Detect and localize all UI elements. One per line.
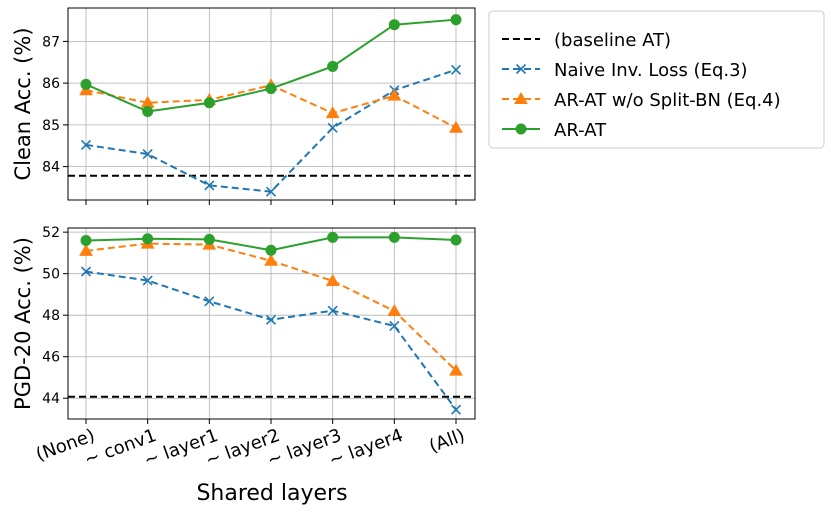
legend-label: (baseline AT) [554, 30, 671, 51]
data-point [203, 97, 215, 109]
y-axis-label: Clean Acc. (%) [11, 27, 35, 180]
data-point [327, 60, 339, 72]
data-point [203, 233, 215, 245]
legend-marker [514, 91, 528, 104]
legend: (baseline AT) Naive Inv. Loss (Eq.3) AR-AT… [488, 10, 825, 149]
data-point [327, 231, 339, 243]
data-point [387, 304, 402, 317]
y-axis-label: PGD-20 Acc. (%) [11, 237, 35, 410]
y-tick-label: 86 [42, 76, 60, 92]
data-point [80, 266, 92, 277]
data-point [325, 273, 340, 286]
data-point [389, 320, 400, 332]
data-point [80, 234, 92, 246]
y-tick-label: 84 [42, 160, 60, 176]
data-point [204, 296, 215, 307]
data-point [265, 244, 277, 256]
pgd20-accuracy-panel: 44 46 48 50 52 PGD-20 Acc. (%) [11, 225, 476, 424]
legend-marker [515, 123, 527, 135]
y-tick-label: 50 [42, 267, 60, 283]
y-tick-label: 52 [42, 225, 60, 241]
legend-label: AR-AT [554, 120, 607, 141]
data-point [264, 253, 278, 266]
data-point [449, 120, 463, 133]
data-point [327, 305, 338, 316]
y-tick-label: 85 [42, 118, 60, 134]
legend-marker [515, 63, 527, 75]
y-tick-label: 46 [42, 350, 60, 366]
data-point [142, 233, 154, 245]
data-point [142, 106, 154, 118]
data-point [79, 243, 93, 256]
clean-accuracy-panel: 84 85 86 87 Clean Acc. (%) [11, 7, 476, 205]
data-point [387, 88, 402, 101]
data-point [142, 149, 153, 160]
data-point [450, 234, 462, 246]
x-axis-label: Shared layers [196, 481, 347, 506]
data-point [388, 231, 400, 243]
data-point [450, 14, 462, 26]
data-point [388, 19, 400, 31]
legend-box [488, 10, 825, 149]
data-point [80, 78, 92, 90]
data-point [265, 186, 277, 197]
data-point [325, 106, 340, 119]
legend-label: Naive Inv. Loss (Eq.3) [554, 60, 748, 81]
data-point [204, 180, 215, 191]
x-tick-labels: (None)~ conv1~ layer1~ layer2~ layer3~ l… [33, 425, 468, 471]
data-point [265, 83, 277, 95]
data-point [80, 139, 92, 150]
data-point [142, 275, 153, 286]
data-point [265, 314, 277, 325]
data-point [449, 363, 463, 376]
data-point [327, 122, 338, 133]
x-tick-label: (All) [426, 425, 467, 457]
data-point [450, 404, 462, 415]
y-tick-label: 44 [42, 391, 60, 407]
legend-label: AR-AT w/o Split-BN (Eq.4) [554, 90, 781, 111]
data-point [450, 64, 462, 75]
y-tick-label: 48 [42, 308, 60, 324]
y-tick-label: 87 [42, 34, 60, 50]
